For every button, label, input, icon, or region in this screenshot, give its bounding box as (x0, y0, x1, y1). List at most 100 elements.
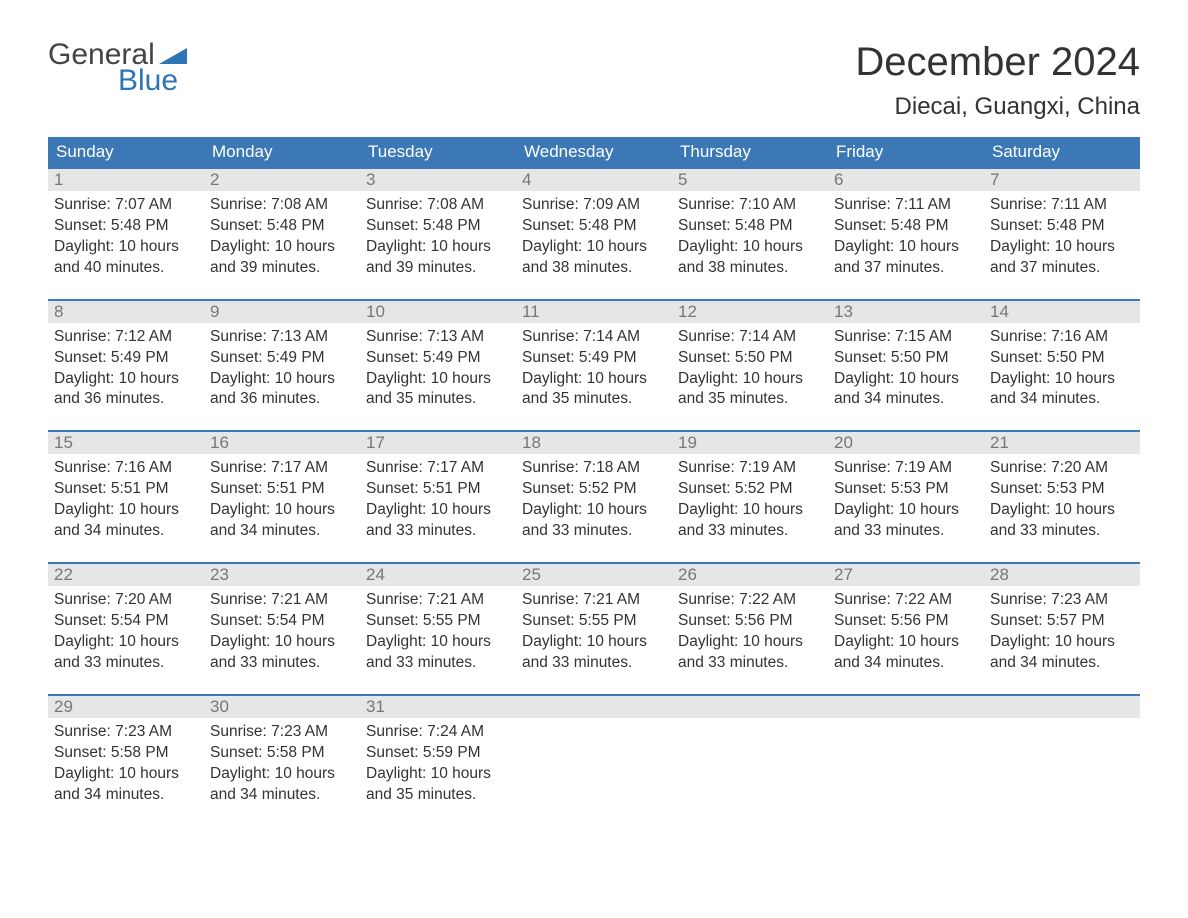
sunset-line: Sunset: 5:49 PM (210, 348, 354, 369)
sunrise-line: Sunrise: 7:14 AM (678, 327, 822, 348)
day-of-week-header: SundayMondayTuesdayWednesdayThursdayFrid… (48, 137, 1140, 167)
sunrise-line: Sunrise: 7:11 AM (990, 195, 1134, 216)
day-number: 23 (204, 564, 360, 586)
day-body: Sunrise: 7:17 AMSunset: 5:51 PMDaylight:… (204, 454, 360, 544)
sunset-line: Sunset: 5:48 PM (990, 216, 1134, 237)
sunset-line: Sunset: 5:51 PM (366, 479, 510, 500)
day-cell: 25Sunrise: 7:21 AMSunset: 5:55 PMDayligh… (516, 564, 672, 676)
day-number: 22 (48, 564, 204, 586)
day-cell (828, 696, 984, 808)
sunset-line: Sunset: 5:55 PM (366, 611, 510, 632)
sunrise-line: Sunrise: 7:22 AM (678, 590, 822, 611)
sunset-line: Sunset: 5:49 PM (366, 348, 510, 369)
sunset-line: Sunset: 5:52 PM (678, 479, 822, 500)
daylight-line: Daylight: 10 hours and 34 minutes. (834, 632, 978, 674)
day-body: Sunrise: 7:23 AMSunset: 5:58 PMDaylight:… (48, 718, 204, 808)
day-body: Sunrise: 7:07 AMSunset: 5:48 PMDaylight:… (48, 191, 204, 281)
daylight-line: Daylight: 10 hours and 33 minutes. (522, 632, 666, 674)
sunrise-line: Sunrise: 7:23 AM (54, 722, 198, 743)
sunset-line: Sunset: 5:48 PM (834, 216, 978, 237)
dow-friday: Friday (828, 137, 984, 167)
day-cell: 31Sunrise: 7:24 AMSunset: 5:59 PMDayligh… (360, 696, 516, 808)
daylight-line: Daylight: 10 hours and 36 minutes. (210, 369, 354, 411)
day-body: Sunrise: 7:21 AMSunset: 5:54 PMDaylight:… (204, 586, 360, 676)
day-body: Sunrise: 7:13 AMSunset: 5:49 PMDaylight:… (204, 323, 360, 413)
day-number: 6 (828, 169, 984, 191)
daylight-line: Daylight: 10 hours and 33 minutes. (678, 632, 822, 674)
day-body: Sunrise: 7:11 AMSunset: 5:48 PMDaylight:… (828, 191, 984, 281)
sunset-line: Sunset: 5:50 PM (678, 348, 822, 369)
day-cell (516, 696, 672, 808)
daylight-line: Daylight: 10 hours and 34 minutes. (990, 369, 1134, 411)
sunrise-line: Sunrise: 7:22 AM (834, 590, 978, 611)
day-cell: 17Sunrise: 7:17 AMSunset: 5:51 PMDayligh… (360, 432, 516, 544)
week-row: 22Sunrise: 7:20 AMSunset: 5:54 PMDayligh… (48, 562, 1140, 676)
day-cell: 2Sunrise: 7:08 AMSunset: 5:48 PMDaylight… (204, 169, 360, 281)
sunset-line: Sunset: 5:51 PM (210, 479, 354, 500)
sunset-line: Sunset: 5:48 PM (522, 216, 666, 237)
day-number-empty (828, 696, 984, 718)
sunrise-line: Sunrise: 7:13 AM (366, 327, 510, 348)
day-cell: 23Sunrise: 7:21 AMSunset: 5:54 PMDayligh… (204, 564, 360, 676)
sunrise-line: Sunrise: 7:19 AM (678, 458, 822, 479)
day-cell: 29Sunrise: 7:23 AMSunset: 5:58 PMDayligh… (48, 696, 204, 808)
day-number: 31 (360, 696, 516, 718)
day-cell: 7Sunrise: 7:11 AMSunset: 5:48 PMDaylight… (984, 169, 1140, 281)
dow-thursday: Thursday (672, 137, 828, 167)
day-body: Sunrise: 7:14 AMSunset: 5:50 PMDaylight:… (672, 323, 828, 413)
dow-tuesday: Tuesday (360, 137, 516, 167)
sunrise-line: Sunrise: 7:21 AM (522, 590, 666, 611)
sunset-line: Sunset: 5:50 PM (834, 348, 978, 369)
week-row: 1Sunrise: 7:07 AMSunset: 5:48 PMDaylight… (48, 167, 1140, 281)
day-cell: 30Sunrise: 7:23 AMSunset: 5:58 PMDayligh… (204, 696, 360, 808)
day-cell: 4Sunrise: 7:09 AMSunset: 5:48 PMDaylight… (516, 169, 672, 281)
day-number: 12 (672, 301, 828, 323)
daylight-line: Daylight: 10 hours and 38 minutes. (678, 237, 822, 279)
day-cell: 14Sunrise: 7:16 AMSunset: 5:50 PMDayligh… (984, 301, 1140, 413)
day-body: Sunrise: 7:22 AMSunset: 5:56 PMDaylight:… (672, 586, 828, 676)
sunset-line: Sunset: 5:53 PM (990, 479, 1134, 500)
daylight-line: Daylight: 10 hours and 33 minutes. (678, 500, 822, 542)
day-cell: 3Sunrise: 7:08 AMSunset: 5:48 PMDaylight… (360, 169, 516, 281)
location-subtitle: Diecai, Guangxi, China (855, 93, 1140, 121)
dow-wednesday: Wednesday (516, 137, 672, 167)
day-body: Sunrise: 7:24 AMSunset: 5:59 PMDaylight:… (360, 718, 516, 808)
sunset-line: Sunset: 5:54 PM (210, 611, 354, 632)
day-body: Sunrise: 7:20 AMSunset: 5:54 PMDaylight:… (48, 586, 204, 676)
daylight-line: Daylight: 10 hours and 35 minutes. (678, 369, 822, 411)
day-cell: 27Sunrise: 7:22 AMSunset: 5:56 PMDayligh… (828, 564, 984, 676)
week-row: 8Sunrise: 7:12 AMSunset: 5:49 PMDaylight… (48, 299, 1140, 413)
sunset-line: Sunset: 5:59 PM (366, 743, 510, 764)
sunset-line: Sunset: 5:48 PM (210, 216, 354, 237)
sunrise-line: Sunrise: 7:11 AM (834, 195, 978, 216)
sunrise-line: Sunrise: 7:23 AM (990, 590, 1134, 611)
sunrise-line: Sunrise: 7:07 AM (54, 195, 198, 216)
week-row: 29Sunrise: 7:23 AMSunset: 5:58 PMDayligh… (48, 694, 1140, 808)
sunset-line: Sunset: 5:54 PM (54, 611, 198, 632)
day-body: Sunrise: 7:17 AMSunset: 5:51 PMDaylight:… (360, 454, 516, 544)
day-number: 14 (984, 301, 1140, 323)
sunrise-line: Sunrise: 7:09 AM (522, 195, 666, 216)
day-body: Sunrise: 7:23 AMSunset: 5:57 PMDaylight:… (984, 586, 1140, 676)
day-body: Sunrise: 7:11 AMSunset: 5:48 PMDaylight:… (984, 191, 1140, 281)
sunset-line: Sunset: 5:55 PM (522, 611, 666, 632)
sunrise-line: Sunrise: 7:16 AM (54, 458, 198, 479)
day-number: 30 (204, 696, 360, 718)
day-cell: 18Sunrise: 7:18 AMSunset: 5:52 PMDayligh… (516, 432, 672, 544)
day-number: 8 (48, 301, 204, 323)
daylight-line: Daylight: 10 hours and 34 minutes. (54, 764, 198, 806)
sunrise-line: Sunrise: 7:20 AM (54, 590, 198, 611)
daylight-line: Daylight: 10 hours and 40 minutes. (54, 237, 198, 279)
daylight-line: Daylight: 10 hours and 33 minutes. (834, 500, 978, 542)
day-body: Sunrise: 7:22 AMSunset: 5:56 PMDaylight:… (828, 586, 984, 676)
sunrise-line: Sunrise: 7:15 AM (834, 327, 978, 348)
day-cell: 10Sunrise: 7:13 AMSunset: 5:49 PMDayligh… (360, 301, 516, 413)
day-cell: 13Sunrise: 7:15 AMSunset: 5:50 PMDayligh… (828, 301, 984, 413)
day-number: 1 (48, 169, 204, 191)
sunset-line: Sunset: 5:51 PM (54, 479, 198, 500)
header: General Blue December 2024 Diecai, Guang… (48, 40, 1140, 133)
dow-saturday: Saturday (984, 137, 1140, 167)
sunrise-line: Sunrise: 7:17 AM (210, 458, 354, 479)
day-number: 15 (48, 432, 204, 454)
daylight-line: Daylight: 10 hours and 35 minutes. (522, 369, 666, 411)
